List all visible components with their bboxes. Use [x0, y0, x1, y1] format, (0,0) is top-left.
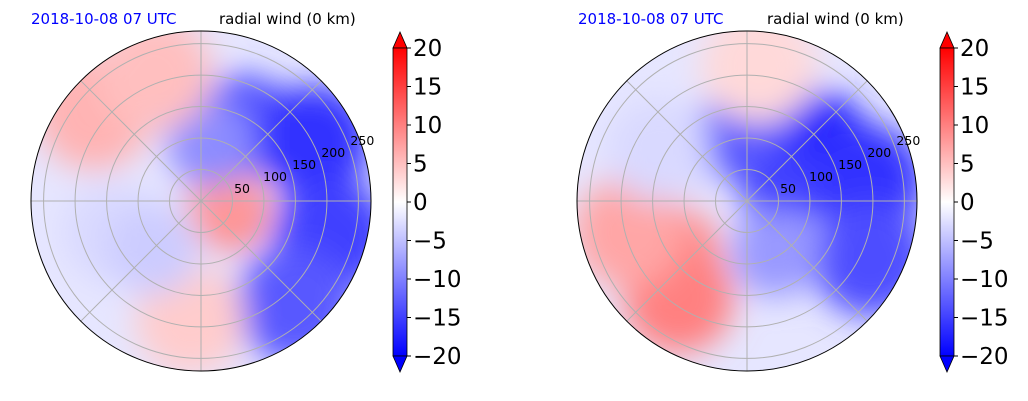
radial-tick-label: 50 — [780, 181, 796, 196]
polar-plot-right: 50 100 150 200 250 — [576, 30, 920, 372]
colorbar-right: 20 15 10 5 0 −5 −10 −15 −20 — [939, 31, 1009, 373]
polar-border — [30, 30, 372, 372]
radial-tick-label: 100 — [809, 169, 833, 184]
radial-tick-label: 50 — [234, 181, 250, 196]
radial-tick-label: 250 — [350, 133, 374, 148]
radial-tick-label: 250 — [896, 133, 920, 148]
grid-spoke — [626, 200, 748, 322]
grid-spoke — [626, 80, 748, 202]
colorbar-extend-min — [392, 355, 408, 373]
colorbar-extend-max — [939, 31, 955, 49]
panel-left: 2018-10-08 07 UTC radial wind (0 km) 501… — [30, 10, 462, 373]
radial-tick-label: 200 — [867, 145, 891, 160]
colorbar-tick-label: −20 — [960, 344, 1009, 370]
plot-title: radial wind (0 km) — [767, 10, 904, 28]
colorbar-tick-label: −15 — [960, 306, 1009, 332]
field-blob — [606, 98, 711, 202]
radial-tick-label: 150 — [838, 157, 862, 172]
field-blob — [732, 208, 822, 298]
colorbar-tick-label: 20 — [413, 36, 442, 62]
colorbar-tick-label: 10 — [960, 113, 989, 139]
field-blob — [257, 84, 371, 198]
plot-title: radial wind (0 km) — [219, 10, 356, 28]
colorbar-tick-label: 20 — [960, 36, 989, 62]
colorbar-tick-label: 10 — [413, 113, 442, 139]
polar-border — [576, 30, 918, 372]
grid-spoke — [80, 200, 202, 322]
colorbar-left: 20 15 10 5 0 −5 −10 −15 −20 — [392, 31, 462, 373]
date-label: 2018-10-08 07 UTC — [31, 10, 177, 28]
colorbar-tick-label: −5 — [960, 229, 994, 255]
colorbar-extend-max — [392, 31, 408, 49]
field-blob — [166, 97, 256, 187]
date-label: 2018-10-08 07 UTC — [578, 10, 724, 28]
colorbar-tick-label: −10 — [413, 267, 462, 293]
grid-spoke — [746, 200, 868, 322]
radial-tick-label: 100 — [263, 169, 287, 184]
grid-spoke — [80, 80, 202, 202]
grid-spoke — [200, 200, 322, 322]
colorbar-tick-label: −15 — [413, 306, 462, 332]
colorbar-tick-label: 5 — [413, 152, 428, 178]
colorbar-tick-label: 0 — [413, 190, 428, 216]
colorbar-body — [392, 47, 408, 357]
colorbar-tick-label: 15 — [960, 75, 989, 101]
colorbar-tick-label: 5 — [960, 152, 975, 178]
colorbar-tick-label: −5 — [413, 229, 447, 255]
grid-spoke — [746, 80, 868, 202]
colorbar-tick-label: −20 — [413, 344, 462, 370]
colorbar-tick-label: 0 — [960, 190, 975, 216]
panel-right: 2018-10-08 07 UTC radial wind (0 km) 501… — [576, 10, 1009, 373]
colorbar-body — [939, 47, 955, 357]
colorbar-tick-label: −10 — [960, 267, 1009, 293]
radial-tick-label: 200 — [321, 145, 345, 160]
colorbar-extend-min — [939, 355, 955, 373]
grid-spoke — [200, 80, 322, 202]
radial-tick-label: 150 — [292, 157, 316, 172]
field-blob — [700, 31, 817, 124]
colorbar-tick-label: 15 — [413, 75, 442, 101]
polar-plot-left: 50 100 150 200 250 — [30, 30, 374, 372]
